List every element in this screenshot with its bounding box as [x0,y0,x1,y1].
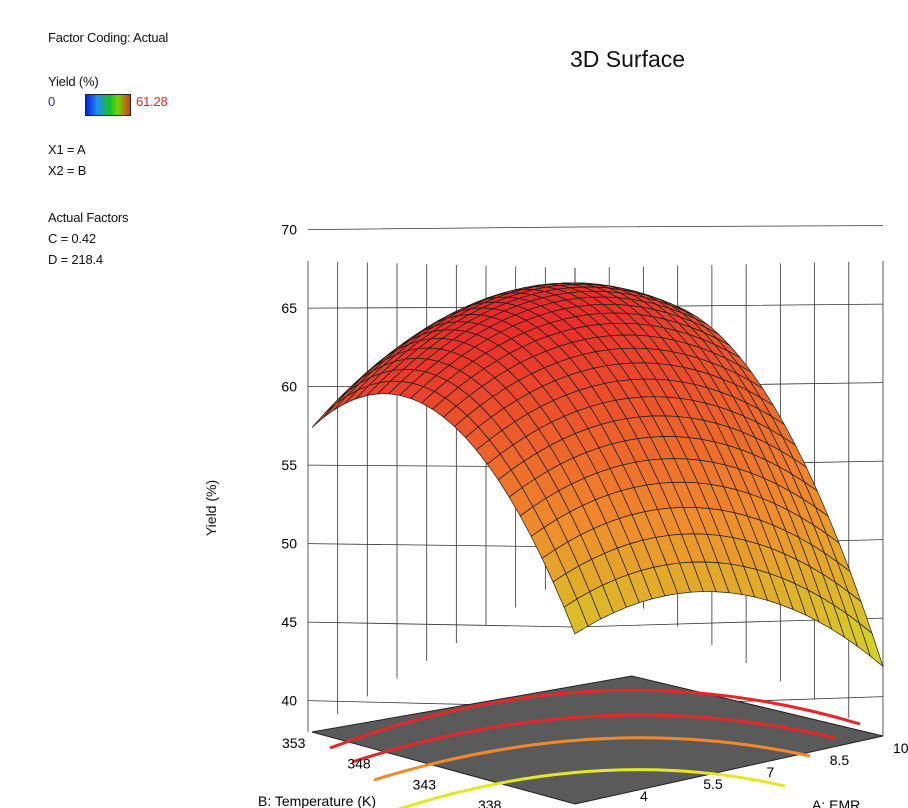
contour-line [397,768,786,808]
wall-grid-line [307,225,884,230]
z-tick-label: 65 [281,300,297,316]
factor-coding-label: Factor Coding: Actual [48,30,169,45]
contour-line [351,713,836,764]
x-axis-label: A: EMR [812,797,860,808]
z-tick-label: 55 [281,457,297,473]
z-tick-label: 40 [281,693,297,709]
legend-max-value: 61.28 [136,94,168,109]
response-name-label: Yield (%) [48,74,99,89]
z-tick-label: 60 [281,379,297,395]
surface-facet [322,395,348,419]
contour-line [373,736,811,782]
x-tick-label: 7 [767,764,775,780]
chart-title: 3D Surface [570,46,686,72]
legend-min-value: 0 [48,94,56,109]
contour-line [329,688,861,750]
factor-c-value: C = 0.42 [48,231,96,246]
color-scale-bar [85,94,131,116]
y-tick-label: 338 [478,797,502,808]
factor-d-value: D = 218.4 [48,252,103,267]
y-tick-label: 353 [282,735,306,751]
x-tick-label: 5.5 [703,776,723,792]
x1-mapping: X1 = A [48,142,86,157]
z-tick-label: 70 [281,222,297,238]
actual-factors-heading: Actual Factors [48,210,129,225]
z-tick-label: 50 [281,536,297,552]
x-tick-label: 4 [640,788,648,804]
surface-mesh [311,282,884,668]
y-tick-label: 343 [413,776,437,792]
y-tick-label: 348 [347,756,371,772]
z-tick-label: 45 [281,614,297,630]
x-tick-label: 10 [893,740,908,756]
y-axis-label: B: Temperature (K) [258,793,376,808]
x2-mapping: X2 = B [48,163,87,178]
x-tick-label: 8.5 [830,752,850,768]
surface-facet [563,598,589,635]
